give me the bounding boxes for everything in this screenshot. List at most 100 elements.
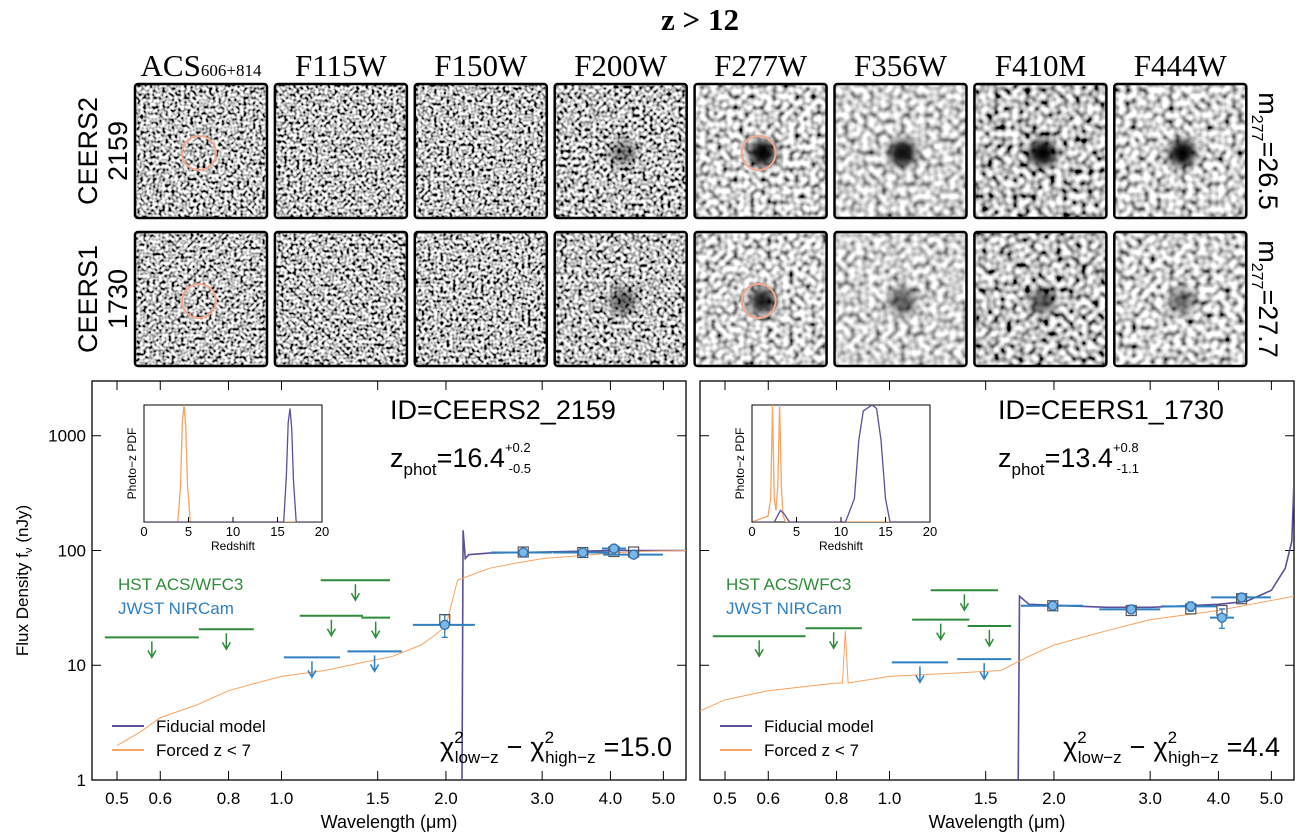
z-value: 13.4 [1060,443,1113,473]
chi-symbol: χ [1153,732,1167,762]
filter-name: F150W [434,48,528,83]
chi-sub: high−z [545,748,596,767]
y-axis-label: Flux Density fν(nJy) [13,505,35,656]
photo-z: zphot=13.4+0.8-1.1 [998,440,1139,479]
object-id: ID=CEERS2_2159 [390,395,616,425]
chi-sub: low−z [455,748,499,767]
inset-y-label: Photo−z PDF [125,428,139,500]
image-stamp [415,84,547,218]
image-stamp [275,84,407,218]
upper-limit-arrow [327,620,335,636]
y-tick-label: 1000 [48,427,86,446]
image-stamp [555,84,687,218]
detection-point [519,548,528,557]
image-stamp [835,84,967,218]
upper-limit-arrow [308,661,316,677]
detection-point [578,548,587,557]
x-tick-label: 0.6 [756,789,780,808]
row-label: CEERS1 [73,245,103,353]
stamp-noise [135,84,267,218]
filter-name: F115W [295,48,388,83]
upper-limit-arrow [755,640,763,656]
z-value: 16.4 [452,443,505,473]
upper-limit-arrow [830,632,838,648]
detection-point [1127,605,1136,614]
detection-point [629,550,638,559]
chi-equals: = [1227,732,1243,762]
chi-sub: high−z [1168,748,1219,767]
mag-subscript: 277 [1248,263,1265,290]
filter-label: F115W [295,48,388,83]
upper-limit-arrow [371,655,379,671]
image-stamp [1114,84,1246,218]
source-blob [750,140,776,166]
x-tick-label: 0.5 [105,789,129,808]
legend-label: Fiducial model [764,717,874,736]
y-tick-label: 10 [67,656,86,675]
source-blob [750,288,776,314]
chi-value: 15.0 [619,732,672,762]
row-label: 1730 [103,269,133,329]
row-label: 2159 [103,121,133,181]
object-id: ID=CEERS1_1730 [998,395,1224,425]
chi-sub: low−z [1078,748,1122,767]
detection-point [440,620,449,629]
mag-subscript: 277 [1248,115,1265,142]
chi-sup: 2 [1077,728,1086,747]
detection-point [609,544,618,553]
image-stamp [695,232,827,366]
filter-label: F444W [1134,48,1228,83]
photometry-label: HST ACS/WFC3 [118,575,243,594]
mag-equals: = [1253,141,1283,157]
x-tick-label: 5.0 [652,789,676,808]
figure: z > 12 ACS606+814F115WF150WF200WF277WF35… [0,0,1314,839]
inset-x-tick-label: 5 [185,524,192,539]
source-blob [890,288,916,314]
image-stamp [555,232,687,366]
inset-x-tick-label: 15 [270,524,284,539]
z-equals: = [437,443,453,473]
y-tick-label: 1 [77,771,86,790]
detection-point [1048,601,1057,610]
x-tick-label: 1.0 [878,789,902,808]
x-tick-label: 1.5 [366,789,390,808]
x-tick-label: 4.0 [599,789,623,808]
x-tick-label: 3.0 [530,789,554,808]
z-err-plus: +0.2 [505,440,531,455]
filter-subscript: 606+814 [201,61,262,80]
stamp-noise [415,232,547,366]
image-stamp [974,84,1106,218]
photometry-label: JWST NIRCam [118,599,234,618]
inset-x-label: Redshift [819,539,864,553]
x-tick-label: 0.8 [217,789,241,808]
source-blob [890,140,916,166]
magnitude-label: m277=27.7 [1248,240,1283,358]
chi2-difference: χ2low−z−χ2high−z=4.4 [1063,728,1280,767]
source-blob [1029,140,1055,166]
source-blob [1169,140,1195,166]
upper-limit-arrow [148,641,156,657]
image-stamp [974,232,1106,366]
source-blob [1029,288,1055,314]
y-label-text: Flux Density f [13,553,32,656]
inset-x-tick-label: 20 [923,524,937,539]
chi-minus: − [1130,732,1146,762]
filter-label: F410M [995,48,1086,83]
filter-label: ACS606+814 [141,48,262,83]
mag-equals: = [1253,289,1283,305]
row-label: CEERS2 [73,97,103,205]
stamp-noise [275,84,407,218]
chi-minus: − [507,732,523,762]
chi-symbol: χ [1063,732,1077,762]
x-tick-label: 1.0 [270,789,294,808]
filter-name: F356W [854,48,948,83]
filter-label: F150W [434,48,528,83]
image-stamp [275,232,407,366]
x-tick-label: 0.5 [713,789,737,808]
filter-name: F200W [574,48,668,83]
upper-limit-arrow [985,630,993,646]
y-tick-label: 100 [58,541,86,560]
image-stamp [1114,232,1246,366]
source-blob [610,288,636,314]
filter-name: ACS [141,48,201,83]
